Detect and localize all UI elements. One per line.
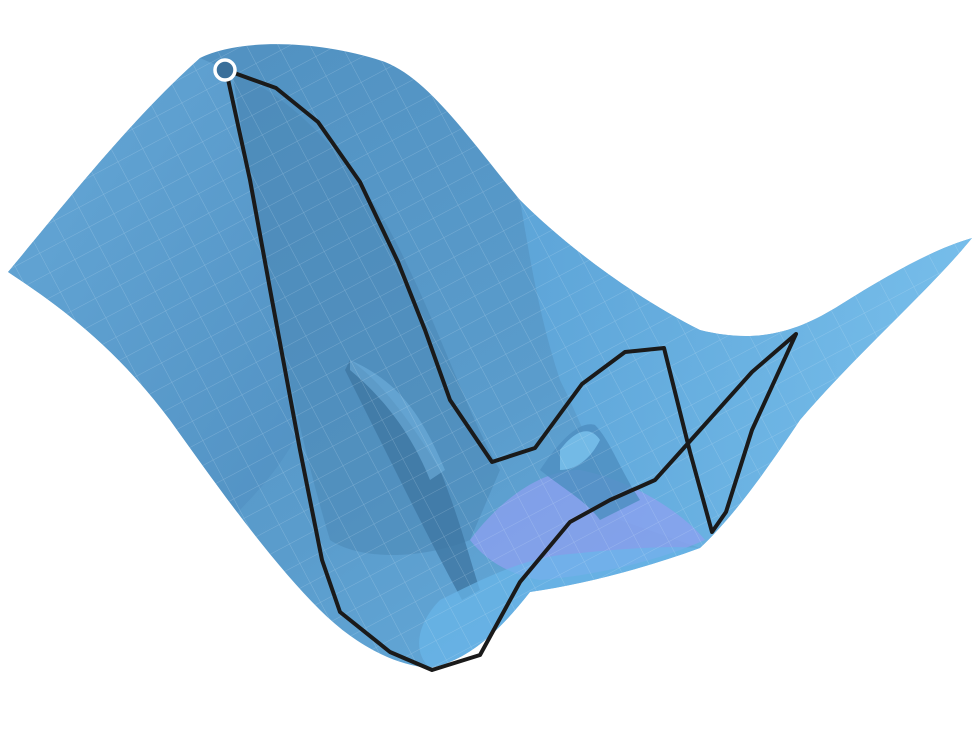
optimizer-path bbox=[224, 68, 798, 672]
start-point-icon bbox=[213, 58, 237, 82]
